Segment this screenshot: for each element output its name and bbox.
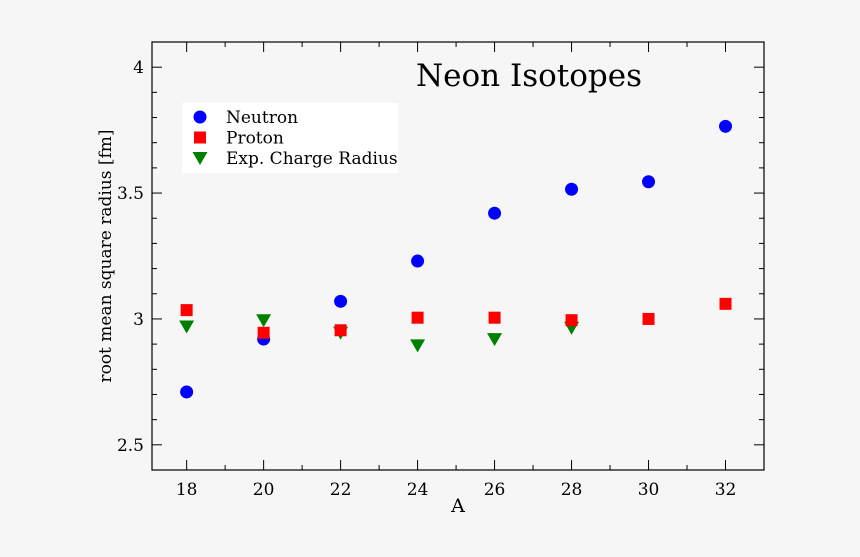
legend-label: Exp. Charge Radius — [226, 149, 398, 169]
x-tick-label: 20 — [253, 480, 275, 500]
charge-radius-point — [179, 320, 195, 334]
x-axis-label: A — [450, 495, 465, 517]
x-tick-label: 30 — [638, 480, 660, 500]
chart-title: Neon Isotopes — [416, 58, 642, 94]
proton-point — [257, 326, 270, 339]
legend-marker-proton-point — [194, 131, 206, 144]
x-tick-label: 28 — [561, 480, 583, 500]
neutron-point — [180, 385, 194, 399]
legend-box — [182, 103, 398, 173]
y-tick-label: 3 — [133, 310, 144, 330]
marks-layer — [179, 119, 733, 399]
proton-point — [334, 324, 347, 337]
proton-point — [565, 314, 578, 327]
neutron-point — [488, 206, 502, 220]
proton-point — [488, 311, 501, 324]
ticks-layer: 18 20 22 24 26 28 30 32 2.5 3 3.5 4 — [117, 41, 765, 500]
y-tick-label: 4 — [133, 58, 144, 78]
legend-marker-neutron-point — [193, 110, 207, 124]
y-axis-label: root mean square radius [fm] — [96, 129, 116, 382]
y-tick-label: 2.5 — [117, 436, 144, 456]
neutron-point — [565, 182, 579, 196]
x-tick-label: 18 — [176, 480, 198, 500]
plot-frame — [151, 41, 765, 471]
proton-point — [642, 312, 655, 325]
neutron-point — [642, 175, 656, 189]
legend-label: Neutron — [226, 108, 298, 128]
legend-label: Proton — [226, 129, 284, 149]
neutron-point — [719, 119, 733, 133]
legend-marker-charge-radius-point — [192, 152, 208, 165]
charge-radius-point — [256, 314, 272, 328]
neutron-point — [334, 294, 348, 308]
x-tick-label: 26 — [484, 480, 506, 500]
x-tick-label: 22 — [330, 480, 352, 500]
proton-point — [719, 297, 732, 310]
x-tick-label: 32 — [715, 480, 737, 500]
proton-point — [180, 304, 193, 317]
x-tick-label: 24 — [407, 480, 429, 500]
proton-point — [411, 311, 424, 324]
charge-radius-point — [410, 339, 426, 353]
neutron-point — [411, 254, 425, 268]
y-tick-label: 3.5 — [117, 184, 144, 204]
charge-radius-point — [487, 333, 503, 347]
